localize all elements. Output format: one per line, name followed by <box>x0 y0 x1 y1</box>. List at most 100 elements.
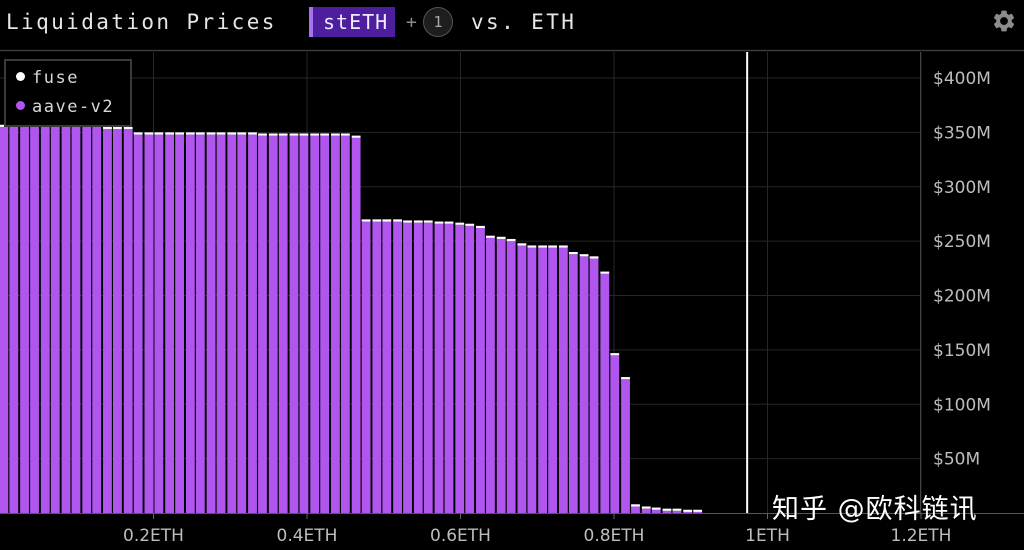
legend-dot-aave-v2 <box>16 101 25 110</box>
bar-fuse <box>382 219 392 222</box>
extra-asset-count-badge[interactable]: 1 <box>423 7 453 37</box>
bar-aave-v2 <box>444 223 454 513</box>
gear-icon[interactable] <box>991 8 1017 34</box>
bar-aave-v2 <box>361 221 371 514</box>
bar-fuse <box>340 133 350 136</box>
asset-selector[interactable]: stETH <box>309 7 396 37</box>
bar-fuse <box>444 221 454 224</box>
bar-fuse <box>621 377 630 380</box>
bar-fuse <box>351 135 361 138</box>
bar-aave-v2 <box>123 129 133 514</box>
x-tick-label: 0.4ETH <box>277 526 338 546</box>
legend-item-aave-v2[interactable]: aave-v2 <box>16 97 114 117</box>
bar-aave-v2 <box>299 135 309 513</box>
bar-aave-v2 <box>61 126 71 513</box>
legend-item-fuse[interactable]: fuse <box>16 68 79 88</box>
bar-aave-v2 <box>340 135 350 513</box>
bar-fuse <box>465 223 475 226</box>
x-axis: 0.2ETH 0.4ETH 0.6ETH 0.8ETH 1ETH 1.2ETH <box>123 513 951 546</box>
bar-aave-v2 <box>403 222 412 513</box>
bar-fuse <box>413 220 423 223</box>
bar-fuse <box>320 133 330 136</box>
bar-aave-v2 <box>538 247 548 513</box>
bar-fuse <box>133 132 143 135</box>
bar-fuse <box>486 235 495 238</box>
bar-aave-v2 <box>268 135 278 513</box>
bar-fuse <box>206 132 216 135</box>
bar-fuse <box>248 132 257 135</box>
bar-aave-v2 <box>600 273 610 513</box>
bar-aave-v2 <box>40 126 50 513</box>
bar-aave-v2 <box>227 134 237 514</box>
bar-aave-v2 <box>423 222 433 513</box>
bar-fuse <box>476 225 485 229</box>
bar-fuse <box>113 126 122 130</box>
bar-fuse <box>185 132 195 135</box>
x-tick-label: 1ETH <box>745 526 790 546</box>
bar-aave-v2 <box>372 221 382 514</box>
bar-aave-v2 <box>351 137 361 513</box>
bar-fuse <box>268 133 278 136</box>
bar-aave-v2 <box>103 129 112 514</box>
y-tick-label: $300M <box>933 178 991 198</box>
bar-aave-v2 <box>621 379 630 513</box>
bar-fuse <box>496 236 506 239</box>
bar-fuse <box>289 133 299 136</box>
bar-aave-v2 <box>486 237 495 514</box>
bar-fuse <box>517 243 527 246</box>
bars <box>0 124 703 514</box>
bar-fuse <box>175 132 185 135</box>
bar-fuse <box>631 504 640 507</box>
bar-fuse <box>123 126 133 130</box>
bar-fuse <box>455 222 465 225</box>
bar-fuse <box>641 506 651 509</box>
bar-aave-v2 <box>113 129 122 514</box>
bar-fuse <box>600 271 610 274</box>
bar-fuse <box>672 508 682 511</box>
y-tick-label: $50M <box>933 450 980 470</box>
bar-aave-v2 <box>641 508 651 513</box>
bar-fuse <box>393 219 402 222</box>
bar-fuse <box>165 132 175 135</box>
bar-aave-v2 <box>20 126 29 513</box>
bar-fuse <box>548 245 558 248</box>
bar-aave-v2 <box>631 506 640 513</box>
bar-fuse <box>372 219 382 222</box>
watermark: 知乎 @欧科链讯 <box>772 494 978 525</box>
bar-aave-v2 <box>92 126 102 513</box>
bar-aave-v2 <box>558 247 568 513</box>
bar-aave-v2 <box>248 134 257 514</box>
bar-aave-v2 <box>154 134 164 514</box>
bar-aave-v2 <box>465 225 475 513</box>
bar-aave-v2 <box>568 254 578 514</box>
y-tick-label: $150M <box>933 341 991 361</box>
bar-fuse <box>403 220 412 223</box>
bar-aave-v2 <box>30 126 39 513</box>
x-tick-label: 0.8ETH <box>584 526 645 546</box>
bar-fuse <box>610 353 620 356</box>
x-tick-label: 1.2ETH <box>891 526 952 546</box>
bar-fuse <box>361 219 371 222</box>
legend-label-aave-v2: aave-v2 <box>32 97 115 117</box>
legend: fuse aave-v2 <box>4 59 132 127</box>
bar-fuse <box>683 509 693 512</box>
bar-aave-v2 <box>175 134 185 514</box>
bar-aave-v2 <box>496 238 506 513</box>
bar-aave-v2 <box>206 134 216 514</box>
bar-aave-v2 <box>195 134 205 514</box>
bar-fuse <box>216 132 226 135</box>
y-tick-label: $400M <box>933 69 991 89</box>
bar-fuse <box>506 238 516 242</box>
bar-aave-v2 <box>165 134 175 514</box>
bar-fuse <box>579 254 589 257</box>
bar-fuse <box>662 508 672 511</box>
bar-fuse <box>227 132 237 135</box>
bar-fuse <box>258 133 267 136</box>
bar-aave-v2 <box>455 224 465 513</box>
bar-aave-v2 <box>133 134 143 514</box>
add-asset-plus[interactable]: + <box>406 12 417 33</box>
bar-fuse <box>299 133 309 136</box>
x-tick-label: 0.2ETH <box>123 526 184 546</box>
chart-title: Liquidation Prices <box>6 10 277 34</box>
